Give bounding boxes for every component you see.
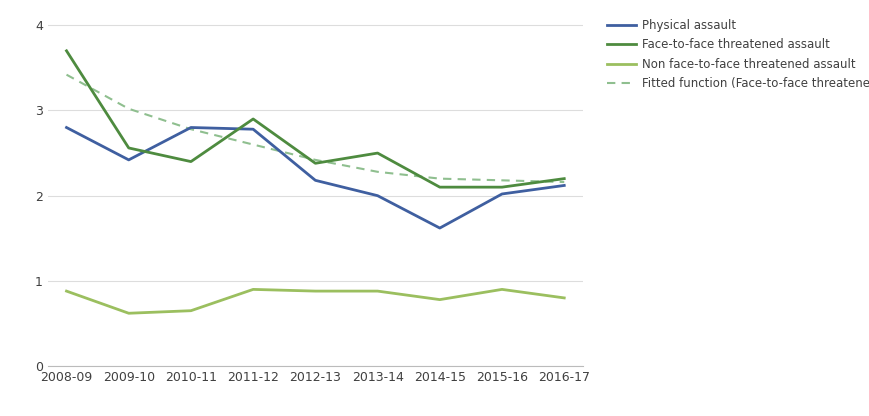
Legend: Physical assault, Face-to-face threatened assault, Non face-to-face threatened a: Physical assault, Face-to-face threatene… [601, 14, 869, 95]
